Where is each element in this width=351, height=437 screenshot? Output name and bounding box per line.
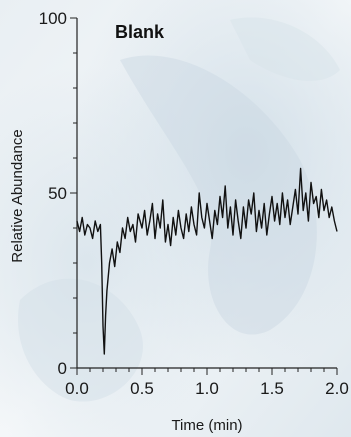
x-tick-label: 0.5 bbox=[130, 379, 154, 398]
x-tick-label: 1.0 bbox=[195, 379, 219, 398]
x-tick-label: 0.0 bbox=[65, 379, 89, 398]
y-axis-label: Relative Abundance bbox=[9, 129, 26, 262]
series-line bbox=[76, 167, 338, 355]
y-tick-label: 50 bbox=[48, 184, 67, 203]
y-tick-label: 0 bbox=[58, 359, 67, 378]
y-tick-label: 100 bbox=[39, 9, 67, 28]
x-tick-label: 1.5 bbox=[260, 379, 284, 398]
x-axis-label: Time (min) bbox=[171, 417, 242, 434]
y-axis: 0 50 100 bbox=[39, 9, 78, 378]
x-tick-label: 2.0 bbox=[325, 379, 349, 398]
x-axis: 0.0 0.5 1.0 1.5 2.0 bbox=[65, 367, 349, 398]
chart-title: Blank bbox=[115, 22, 165, 42]
